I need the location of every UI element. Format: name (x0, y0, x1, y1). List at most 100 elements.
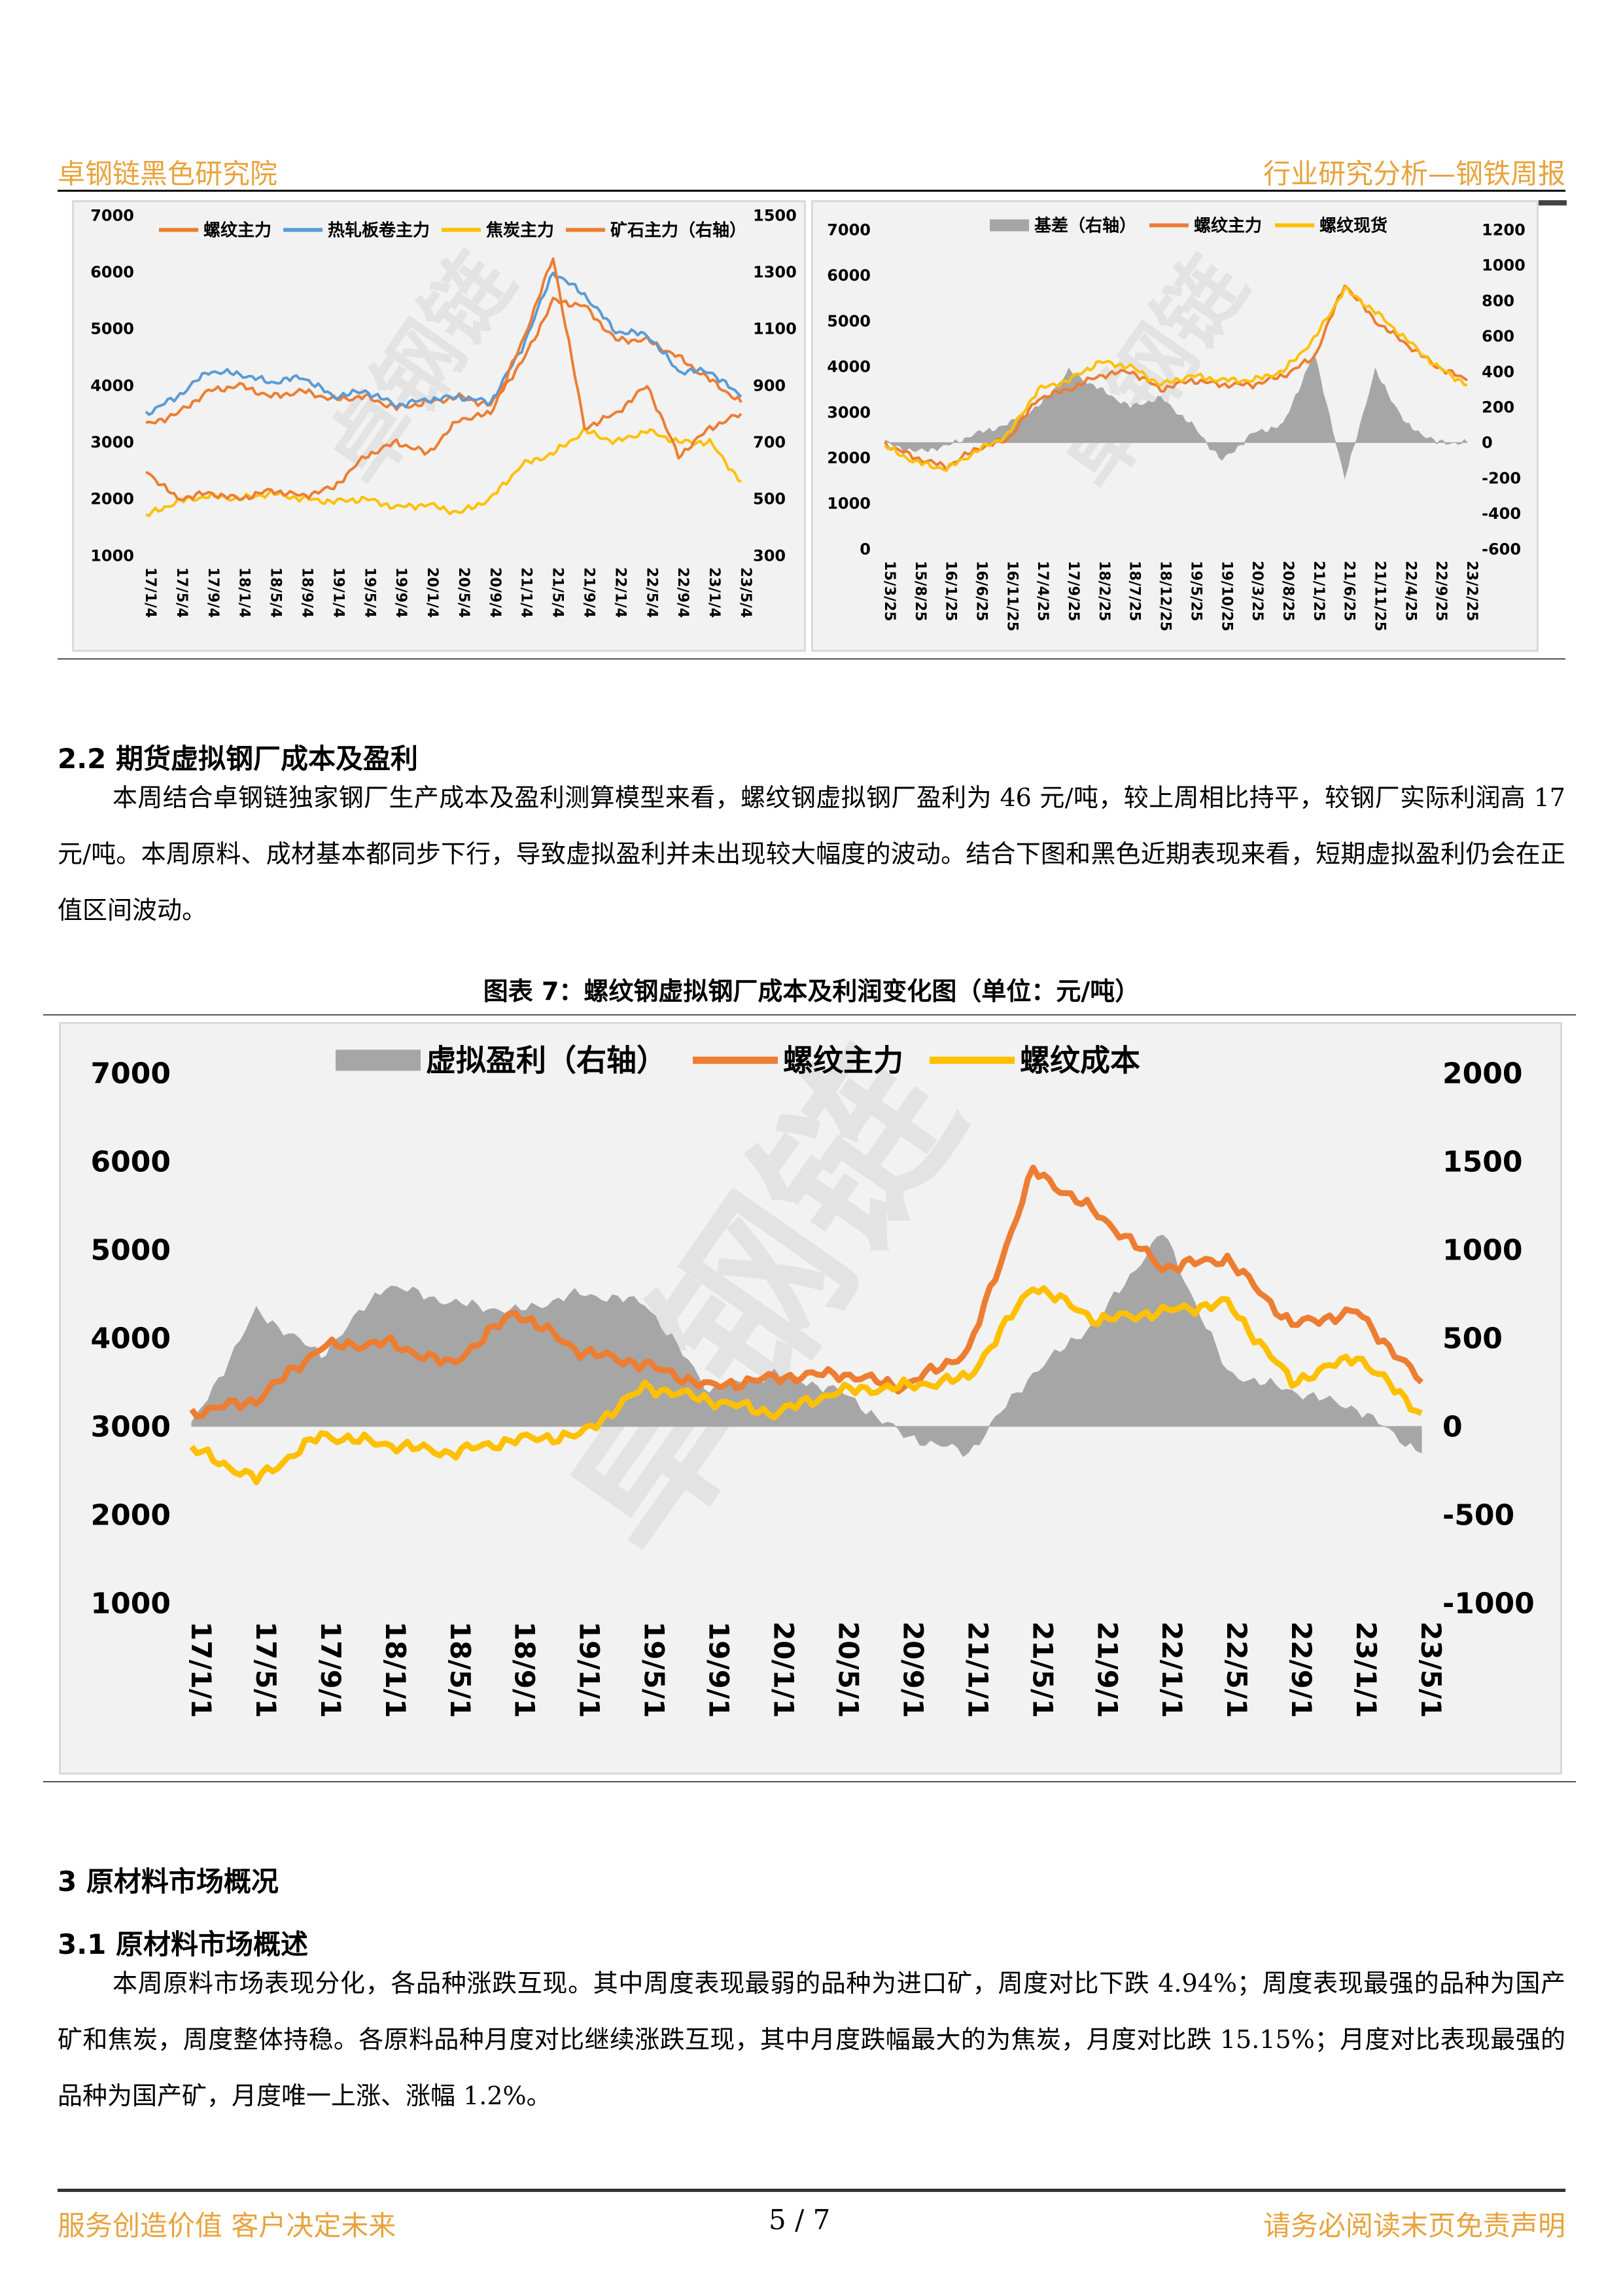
figure-7-caption: 图表 7：螺纹钢虚拟钢厂成本及利润变化图（单位：元/吨） (483, 977, 1140, 1006)
legend-label: 螺纹成本 (1020, 1043, 1140, 1078)
x-tick-label: 18/5/1 (444, 1621, 476, 1718)
series-area-0 (884, 352, 1469, 480)
legend-label: 热轧板卷主力 (328, 221, 430, 241)
x-tick-label: 23/1/1 (1350, 1621, 1382, 1718)
x-tick-label: 17/9/25 (1065, 561, 1081, 622)
x-tick-label: 17/4/25 (1034, 561, 1051, 622)
x-tick-label: 20/8/25 (1280, 561, 1296, 622)
x-tick-label: 19/5/4 (361, 567, 377, 618)
chart-basis-svg: 卓钢链7000600050004000300020001000012001000… (827, 216, 1526, 631)
chart-bottom-rule (58, 658, 1565, 660)
x-tick-label: 22/4/25 (1402, 561, 1418, 622)
x-tick-label: 18/2/25 (1096, 561, 1112, 622)
figure-7-top-rule (43, 1014, 1576, 1016)
y-tick-label-right: 1200 (1482, 221, 1526, 239)
x-tick-label: 23/5/1 (1415, 1621, 1447, 1718)
x-tick-label: 21/1/4 (518, 567, 534, 618)
x-tick-label: 22/5/1 (1221, 1621, 1253, 1718)
y-tick-label-left: 5000 (90, 320, 134, 338)
header-left-title: 卓钢链黑色研究院 (58, 158, 278, 190)
y-tick-label-right: -1000 (1442, 1587, 1535, 1620)
x-tick-label: 18/1/1 (379, 1621, 411, 1718)
series-area-0 (191, 1234, 1422, 1457)
y-tick-label-left: 0 (860, 540, 871, 558)
x-tick-label: 15/8/25 (912, 561, 928, 622)
x-tick-label: 19/5/1 (638, 1621, 671, 1718)
legend-label: 螺纹主力 (783, 1043, 903, 1078)
section-2-2-paragraph: 本周结合卓钢链独家钢厂生产成本及盈利测算模型来看，螺纹钢虚拟钢厂盈利为 46 元… (58, 769, 1565, 938)
x-tick-label: 21/5/1 (1026, 1621, 1058, 1718)
y-tick-label-left: 1000 (827, 495, 871, 513)
y-tick-label-right: 900 (753, 376, 786, 395)
legend-swatch (990, 219, 1029, 232)
x-tick-label: 17/5/4 (173, 567, 190, 618)
x-tick-label: 20/9/4 (487, 567, 503, 618)
x-tick-label: 20/3/25 (1249, 561, 1265, 622)
y-tick-label-right: 0 (1482, 434, 1493, 452)
x-tick-label: 21/1/1 (962, 1621, 994, 1718)
y-tick-label-right: 1500 (1442, 1145, 1522, 1178)
y-tick-label-left: 1000 (90, 546, 134, 565)
y-tick-label-right: -500 (1442, 1498, 1514, 1532)
y-tick-label-left: 1000 (91, 1587, 171, 1620)
x-tick-label: 18/9/1 (509, 1621, 541, 1718)
x-tick-label: 21/6/25 (1341, 561, 1357, 622)
y-tick-label-right: -600 (1482, 540, 1521, 558)
x-tick-label: 19/1/4 (330, 567, 346, 618)
x-tick-label: 20/9/1 (897, 1621, 929, 1718)
y-tick-label-left: 2000 (91, 1498, 171, 1532)
legend-label: 螺纹主力 (203, 221, 271, 241)
y-tick-label-left: 5000 (91, 1233, 171, 1267)
y-tick-label-left: 3000 (827, 403, 871, 421)
x-tick-label: 16/6/25 (973, 561, 990, 622)
watermark-text: 卓钢链 (305, 236, 533, 502)
y-tick-label-left: 5000 (827, 312, 871, 330)
x-tick-label: 18/12/25 (1157, 561, 1174, 631)
x-tick-label: 21/9/1 (1091, 1621, 1123, 1718)
legend-swatch (336, 1050, 421, 1071)
header-right-title: 行业研究分析—钢铁周报 (1263, 158, 1565, 190)
y-tick-label-right: 600 (1482, 327, 1514, 345)
section-3-title: 3 原材料市场概况 (58, 1865, 279, 1898)
y-tick-label-right: 300 (753, 546, 786, 565)
section-3-1-text: 本周原料市场表现分化，各品种涨跌互现。其中周度表现最弱的品种为进口矿，周度对比下… (58, 1969, 1565, 2110)
y-tick-label-right: 0 (1442, 1410, 1463, 1443)
series-line-2 (145, 427, 742, 518)
footer-slogan: 服务创造价值 客户决定未来 (58, 2210, 396, 2242)
x-tick-label: 15/3/25 (881, 561, 898, 622)
legend-label: 虚拟盈利（右轴） (426, 1043, 667, 1078)
x-tick-label: 20/5/1 (832, 1621, 864, 1718)
x-tick-label: 20/1/4 (424, 567, 440, 618)
section-3-1-title: 3.1 原材料市场概述 (58, 1928, 309, 1960)
x-tick-label: 18/9/4 (298, 567, 315, 618)
x-tick-label: 17/1/1 (185, 1621, 217, 1718)
y-tick-label-left: 2000 (90, 490, 134, 508)
y-tick-label-left: 6000 (90, 263, 134, 281)
series-line-2 (189, 1285, 1423, 1485)
y-tick-label-right: 800 (1482, 292, 1514, 310)
y-tick-label-right: 500 (1442, 1322, 1503, 1355)
x-tick-label: 21/5/4 (550, 567, 566, 618)
x-tick-label: 19/9/1 (703, 1621, 735, 1718)
y-tick-label-left: 3000 (91, 1410, 171, 1443)
y-tick-label-left: 6000 (827, 266, 871, 285)
x-tick-label: 18/5/4 (268, 567, 284, 618)
x-tick-label: 22/9/4 (674, 567, 691, 618)
y-tick-label-right: 1500 (753, 206, 797, 224)
chart-basis: 卓钢链 7000 6000 5000 4000 3000 2000 1000 0 1200 1000… (811, 200, 1539, 652)
section-3-1-paragraph: 本周原料市场表现分化，各品种涨跌互现。其中周度表现最弱的品种为进口矿，周度对比下… (58, 1955, 1565, 2124)
series-line-3 (145, 257, 742, 502)
y-tick-label-left: 4000 (90, 376, 134, 395)
y-tick-label-left: 6000 (91, 1145, 171, 1178)
series-line-1 (145, 272, 742, 416)
x-tick-label: 16/11/25 (1003, 561, 1020, 631)
y-tick-label-right: 200 (1482, 398, 1514, 417)
x-tick-label: 17/9/4 (205, 567, 221, 618)
x-tick-label: 19/5/25 (1187, 561, 1204, 622)
x-tick-label: 21/1/25 (1310, 561, 1327, 622)
x-tick-label: 16/1/25 (943, 561, 959, 622)
y-tick-label-left: 3000 (90, 433, 134, 451)
x-tick-label: 22/1/4 (612, 567, 628, 618)
y-tick-label-left: 4000 (827, 358, 871, 376)
x-tick-label: 18/1/4 (236, 567, 253, 618)
